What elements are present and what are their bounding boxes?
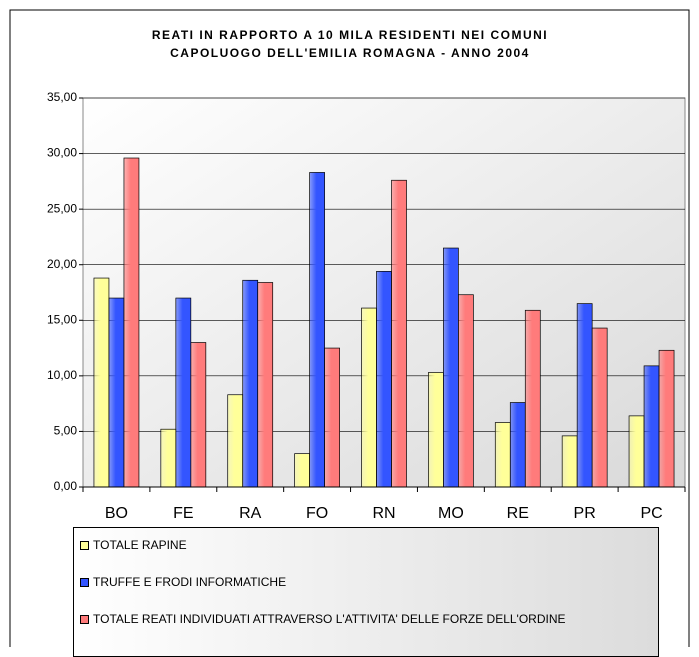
- bar: [309, 172, 325, 488]
- bar: [443, 247, 459, 488]
- bar: [458, 294, 474, 488]
- bar: [576, 303, 593, 488]
- x-tick-label: MO: [438, 505, 464, 522]
- chart-title: REATI IN RAPPORTO A 10 MILA RESIDENTI NE…: [152, 28, 548, 42]
- x-tick-label: RA: [239, 505, 262, 522]
- bar: [108, 297, 125, 488]
- bar: [190, 342, 207, 488]
- y-tick-label: 35,00: [47, 90, 77, 104]
- bar: [376, 271, 392, 488]
- x-tick-label: BO: [105, 505, 128, 522]
- chart-title: CAPOLUOGO DELL'EMILIA ROMAGNA - ANNO 200…: [170, 46, 530, 60]
- bar: [509, 402, 526, 488]
- legend-swatch: [80, 541, 89, 550]
- bar: [324, 347, 340, 488]
- y-tick-label: 20,00: [47, 257, 77, 271]
- bar: [361, 307, 377, 488]
- legend-label: TOTALE REATI INDIVIDUATI ATTRAVERSO L'AT…: [93, 612, 566, 626]
- bar: [175, 297, 192, 488]
- legend-entry: TOTALE RAPINE: [80, 537, 640, 553]
- bar: [294, 453, 310, 488]
- legend-swatch: [80, 578, 89, 587]
- x-tick-label: RN: [372, 505, 395, 522]
- bar: [160, 428, 177, 488]
- x-tick-label: RE: [507, 505, 529, 522]
- x-tick-label: PC: [640, 505, 662, 522]
- bar: [428, 372, 444, 488]
- legend-swatch: [80, 615, 89, 624]
- x-tick-label: FO: [306, 505, 328, 522]
- bar: [123, 157, 140, 488]
- y-tick-label: 5,00: [54, 424, 78, 438]
- legend: TOTALE RAPINE TRUFFE E FRODI INFORMATICHE…: [73, 527, 659, 657]
- legend-entry: TRUFFE E FRODI INFORMATICHE: [80, 574, 640, 590]
- bar: [643, 365, 660, 488]
- x-tick-label: FE: [173, 505, 193, 522]
- bar: [242, 279, 259, 488]
- bar: [524, 309, 541, 488]
- y-tick-label: 10,00: [47, 368, 77, 382]
- y-tick-label: 0,00: [54, 479, 78, 493]
- legend-label: TRUFFE E FRODI INFORMATICHE: [93, 575, 287, 589]
- bar: [257, 282, 274, 488]
- bar: [227, 394, 244, 488]
- x-tick-label: PR: [574, 505, 596, 522]
- bar: [494, 422, 511, 488]
- bar: [658, 349, 675, 488]
- bar: [561, 435, 578, 488]
- bar: [591, 327, 608, 488]
- bar: [391, 179, 407, 488]
- y-tick-label: 15,00: [47, 312, 77, 326]
- bar: [93, 277, 110, 488]
- legend-entry: TOTALE REATI INDIVIDUATI ATTRAVERSO L'AT…: [80, 611, 640, 627]
- y-tick-label: 30,00: [47, 146, 77, 160]
- y-tick-label: 25,00: [47, 201, 77, 215]
- legend-label: TOTALE RAPINE: [93, 538, 187, 552]
- bar: [628, 415, 645, 488]
